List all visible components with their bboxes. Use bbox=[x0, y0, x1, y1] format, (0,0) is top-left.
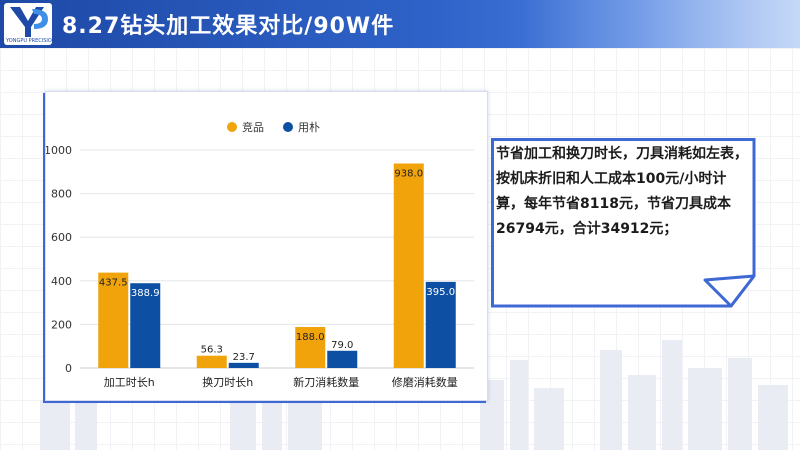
bar-value-label: 437.5 bbox=[99, 278, 128, 289]
note-card-shape bbox=[491, 138, 756, 308]
bar-series-b bbox=[130, 283, 161, 368]
bar-series-a bbox=[393, 163, 424, 368]
company-logo: YONGPU PRECISION bbox=[4, 3, 56, 45]
header-fade bbox=[520, 0, 800, 48]
y-tick-label: 800 bbox=[51, 188, 72, 201]
bar-series-b bbox=[327, 350, 358, 368]
bar-value-label: 188.0 bbox=[296, 332, 325, 343]
y-tick-label: 200 bbox=[51, 318, 72, 331]
bar-series-a bbox=[295, 327, 326, 368]
legend-label: 竞品 bbox=[242, 120, 264, 134]
bar-value-label: 388.9 bbox=[131, 288, 160, 299]
bar-value-label: 56.3 bbox=[201, 345, 223, 356]
x-tick-label: 新刀消耗数量 bbox=[293, 375, 359, 389]
bar-series-b bbox=[228, 362, 259, 368]
summary-note: 节省加工和换刀时长，刀具消耗如左表，按机床折旧和人工成本100元/小时计算，每年… bbox=[491, 138, 756, 308]
logo-text: YONGPU PRECISION bbox=[6, 38, 56, 44]
bar-series-a bbox=[98, 272, 129, 368]
header-bar: YONGPU PRECISION 8.27钻头加工效果对比/90W件 bbox=[0, 0, 800, 48]
y-tick-label: 600 bbox=[51, 231, 72, 244]
legend-label: 用朴 bbox=[298, 120, 320, 134]
x-tick-label: 换刀时长h bbox=[202, 375, 253, 389]
y-tick-label: 0 bbox=[65, 362, 72, 375]
y-tick-label: 400 bbox=[51, 275, 72, 288]
legend-marker bbox=[227, 122, 237, 132]
page-title: 8.27钻头加工效果对比/90W件 bbox=[62, 14, 395, 39]
bar-series-a bbox=[196, 355, 227, 368]
x-tick-label: 加工时长h bbox=[104, 376, 155, 389]
legend-marker bbox=[283, 122, 293, 132]
bar-value-label: 938.0 bbox=[394, 169, 423, 180]
bar-value-label: 23.7 bbox=[233, 352, 255, 363]
summary-note-text: 节省加工和换刀时长，刀具消耗如左表，按机床折旧和人工成本100元/小时计算，每年… bbox=[496, 146, 748, 237]
bar-series-b bbox=[425, 281, 456, 368]
y-tick-label: 1000 bbox=[46, 144, 72, 157]
x-tick-label: 修磨消耗数量 bbox=[392, 375, 458, 389]
chart-panel: 0 200 400 600 800 1000 437.5 388.9 56.3 23.7 188.… bbox=[45, 91, 488, 401]
bar-value-label: 395.0 bbox=[426, 287, 455, 298]
bar-value-label: 79.0 bbox=[331, 340, 353, 351]
logo-mark-icon bbox=[10, 7, 48, 37]
